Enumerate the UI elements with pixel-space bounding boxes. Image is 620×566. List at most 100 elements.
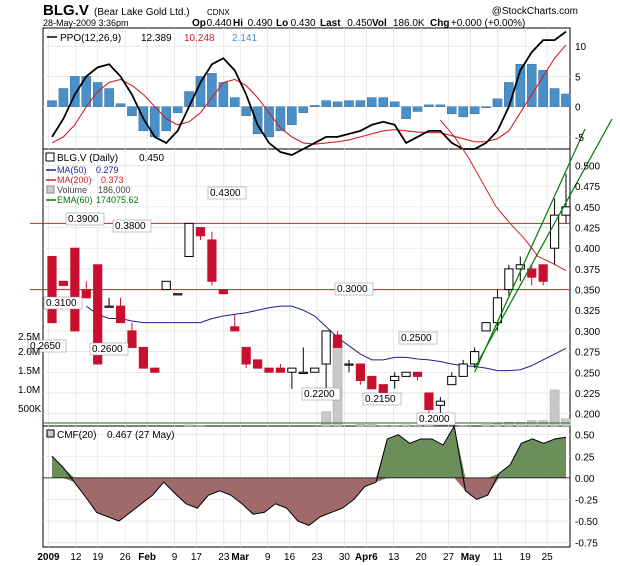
ppo-histogram-bar (70, 76, 80, 107)
volume-bar (355, 424, 366, 427)
x-tick-label: 12 (70, 552, 82, 563)
volume-bar (378, 425, 389, 427)
trend-line (474, 128, 586, 373)
candle-body (481, 322, 491, 332)
ppo-line (51, 30, 567, 157)
candle-body (298, 371, 308, 374)
price-annotation-box (398, 331, 438, 345)
x-tick-label: 19 (520, 552, 532, 563)
cmf-line (51, 424, 567, 526)
ppo-histogram-bar (229, 97, 240, 107)
ppo-histogram-bar (172, 106, 183, 113)
price-annotation-box (65, 212, 105, 226)
price-annotation-box (334, 282, 374, 296)
price-annotation: 0.3800 (115, 221, 146, 232)
ppo-tick-label: 5 (575, 72, 581, 83)
price-legend: BLG.V (Daily) 0.450 MA(50) 0.279 MA(200)… (45, 152, 164, 205)
price-tick-label: 0.350 (575, 286, 600, 297)
x-tick-label: 9 (172, 552, 178, 563)
ppo-histogram-bar (389, 101, 400, 107)
ppo-histogram-bar (298, 106, 309, 113)
ma50-line (85, 305, 567, 372)
quote-value-3: 0.450 (347, 18, 372, 29)
volume-bar (515, 422, 526, 427)
ppo-histogram-bar (355, 100, 366, 107)
price-tick-label: 0.450 (575, 203, 600, 214)
x-tick-label: Feb (138, 552, 156, 563)
x-tick-label: 11 (493, 552, 504, 563)
volume-bar (401, 424, 411, 427)
cmf-tick-label: 0.00 (575, 474, 595, 485)
quote-value-0: 0.440 (207, 18, 232, 29)
ppo-histogram-bar (435, 104, 446, 107)
x-tick-label: 23 (311, 552, 323, 563)
price-annotation: 0.2150 (365, 394, 396, 405)
candle-body (127, 330, 137, 348)
ppo-histogram-bar (492, 98, 503, 107)
price-tick-label: 0.300 (575, 327, 600, 338)
cmf-tick-label: -0.75 (575, 539, 598, 550)
volume-tick-label: 1.5M (18, 366, 40, 377)
volume-bar (504, 422, 514, 427)
quote-label-0: Op (192, 18, 206, 29)
ma200-legend-label: MA(200) (57, 175, 92, 185)
symbol-title: BLG.V (43, 2, 89, 19)
x-tick-label: 19 (92, 552, 104, 563)
candle-body (458, 363, 468, 377)
candle-body (241, 346, 251, 365)
ma50-legend-value: 0.279 (96, 165, 119, 175)
candle-body (47, 255, 57, 324)
volume-bar (367, 424, 377, 427)
cmf-legend-value: 0.467 (107, 430, 132, 441)
price-legend-value: 0.450 (139, 153, 164, 164)
price-annotation-box (362, 392, 402, 406)
price-tick-label: 0.400 (575, 244, 600, 255)
volume-bar (321, 411, 331, 427)
candle-body (70, 247, 80, 332)
ppo-tick-label: -5 (575, 133, 584, 144)
ppo-legend: PPO(12,26,9) 12.389 10.248 2.141 (47, 33, 257, 44)
ema-legend-value: 174075.62 (96, 195, 139, 205)
ppo-tick-label: 10 (575, 42, 587, 53)
ppo-histogram-bar (115, 103, 126, 107)
price-annotation: 0.2500 (401, 333, 432, 344)
quote-value-2: 0.430 (291, 18, 316, 29)
quote-label-4: Vol (372, 18, 387, 29)
price-annotation: 0.2650 (30, 341, 61, 352)
volume-legend-value: 186,000 (98, 185, 131, 195)
ppo-histogram-bar (458, 106, 468, 118)
ppo-signal-value: 10.248 (184, 33, 215, 44)
price-annotation: 0.2000 (419, 414, 450, 425)
cmf-legend: CMF(20) 0.467 (27 May) (46, 429, 174, 441)
candle-body (435, 400, 445, 406)
volume-bar (492, 423, 503, 427)
candle-body (218, 289, 228, 295)
price-tick-label: 0.475 (575, 182, 600, 193)
quote-label-5: Chg (430, 18, 449, 29)
candle-body (378, 384, 388, 394)
price-annotation-box (43, 296, 83, 310)
volume-bar (561, 418, 571, 427)
cmf-tick-label: -0.25 (575, 495, 598, 506)
candle-body (504, 268, 514, 291)
x-tick-label: 20 (416, 552, 428, 563)
candle-body (173, 293, 183, 296)
price-tick-label: 0.225 (575, 389, 600, 400)
candle-body (275, 367, 286, 373)
candle-body (104, 305, 114, 308)
price-annotation-box (416, 412, 456, 426)
candle-body (470, 351, 480, 365)
volume-tick-label: 2.0M (18, 347, 40, 358)
candle-body (138, 346, 148, 369)
candle-body (447, 375, 457, 386)
candle-body (230, 326, 240, 332)
ppo-histogram-bar (412, 106, 423, 112)
cmf-tick-label: 0.50 (575, 431, 595, 442)
ppo-histogram-bar (344, 100, 354, 107)
ppo-histogram-bar (127, 106, 137, 116)
price-annotation: 0.2200 (304, 389, 335, 400)
candle-body (367, 375, 377, 390)
x-tick-label: Apr6 (355, 552, 378, 563)
price-tick-label: 0.200 (575, 410, 600, 421)
